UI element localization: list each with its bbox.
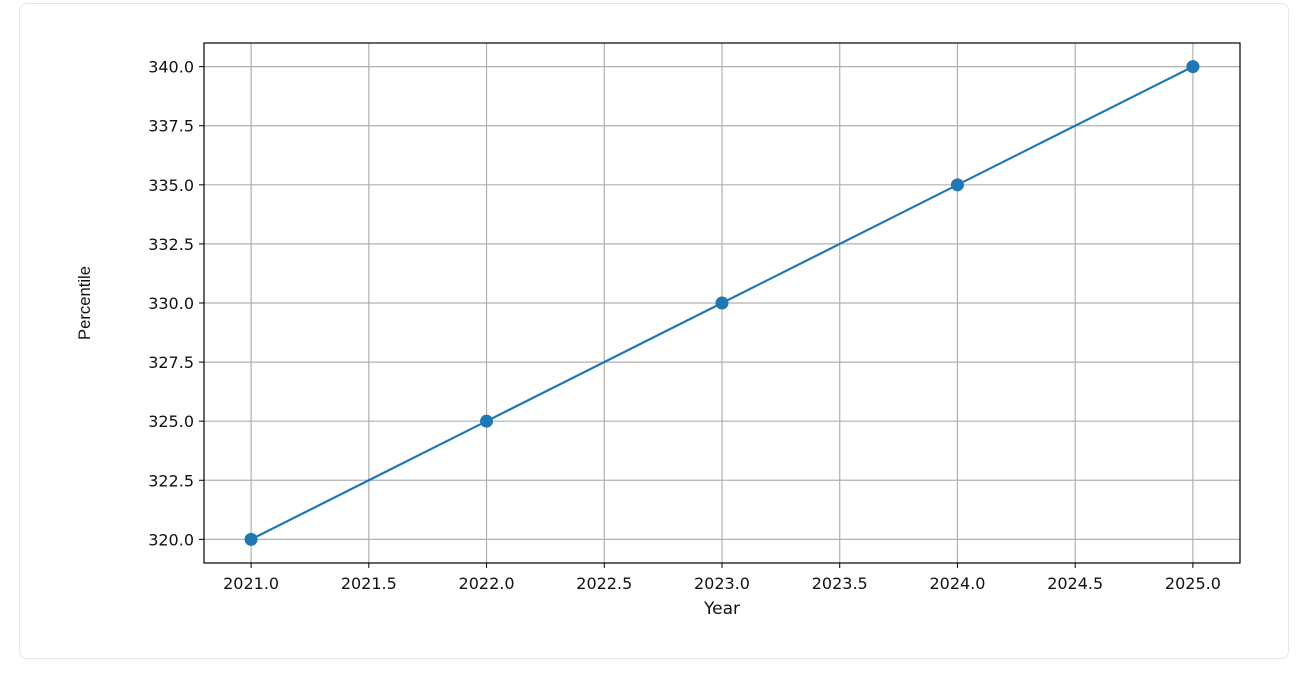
x-tick-label: 2021.0 xyxy=(223,574,279,593)
y-tick-label: 320.0 xyxy=(148,530,194,549)
y-axis-label: Percentile xyxy=(75,266,94,340)
x-tick-label: 2021.5 xyxy=(341,574,397,593)
data-point xyxy=(480,414,494,428)
y-tick-label: 327.5 xyxy=(148,353,194,372)
data-point xyxy=(715,296,729,310)
x-tick-label: 2022.0 xyxy=(459,574,515,593)
y-tick-label: 322.5 xyxy=(148,471,194,490)
x-tick-label: 2024.0 xyxy=(929,574,985,593)
y-tick-label: 332.5 xyxy=(148,235,194,254)
x-tick-label: 2022.5 xyxy=(576,574,632,593)
grid-lines xyxy=(204,43,1240,563)
data-point xyxy=(244,532,258,546)
x-axis-label: Year xyxy=(703,599,740,619)
series-group xyxy=(244,60,1200,546)
x-tick-label: 2023.0 xyxy=(694,574,750,593)
y-tick-label: 337.5 xyxy=(148,117,194,136)
axis-ticks: 2021.0 2021.5 2022.0 2022.5 2023.0 2023.5 2024… xyxy=(148,58,1221,593)
y-tick-label: 335.0 xyxy=(148,176,194,195)
data-point xyxy=(950,178,964,192)
chart-card xyxy=(19,3,1289,659)
y-tick-label: 330.0 xyxy=(148,294,194,313)
y-tick-label: 325.0 xyxy=(148,412,194,431)
data-point xyxy=(1186,60,1200,74)
y-tick-label: 340.0 xyxy=(148,58,194,77)
x-tick-label: 2024.5 xyxy=(1047,574,1103,593)
x-tick-label: 2023.5 xyxy=(812,574,868,593)
x-tick-label: 2025.0 xyxy=(1165,574,1221,593)
